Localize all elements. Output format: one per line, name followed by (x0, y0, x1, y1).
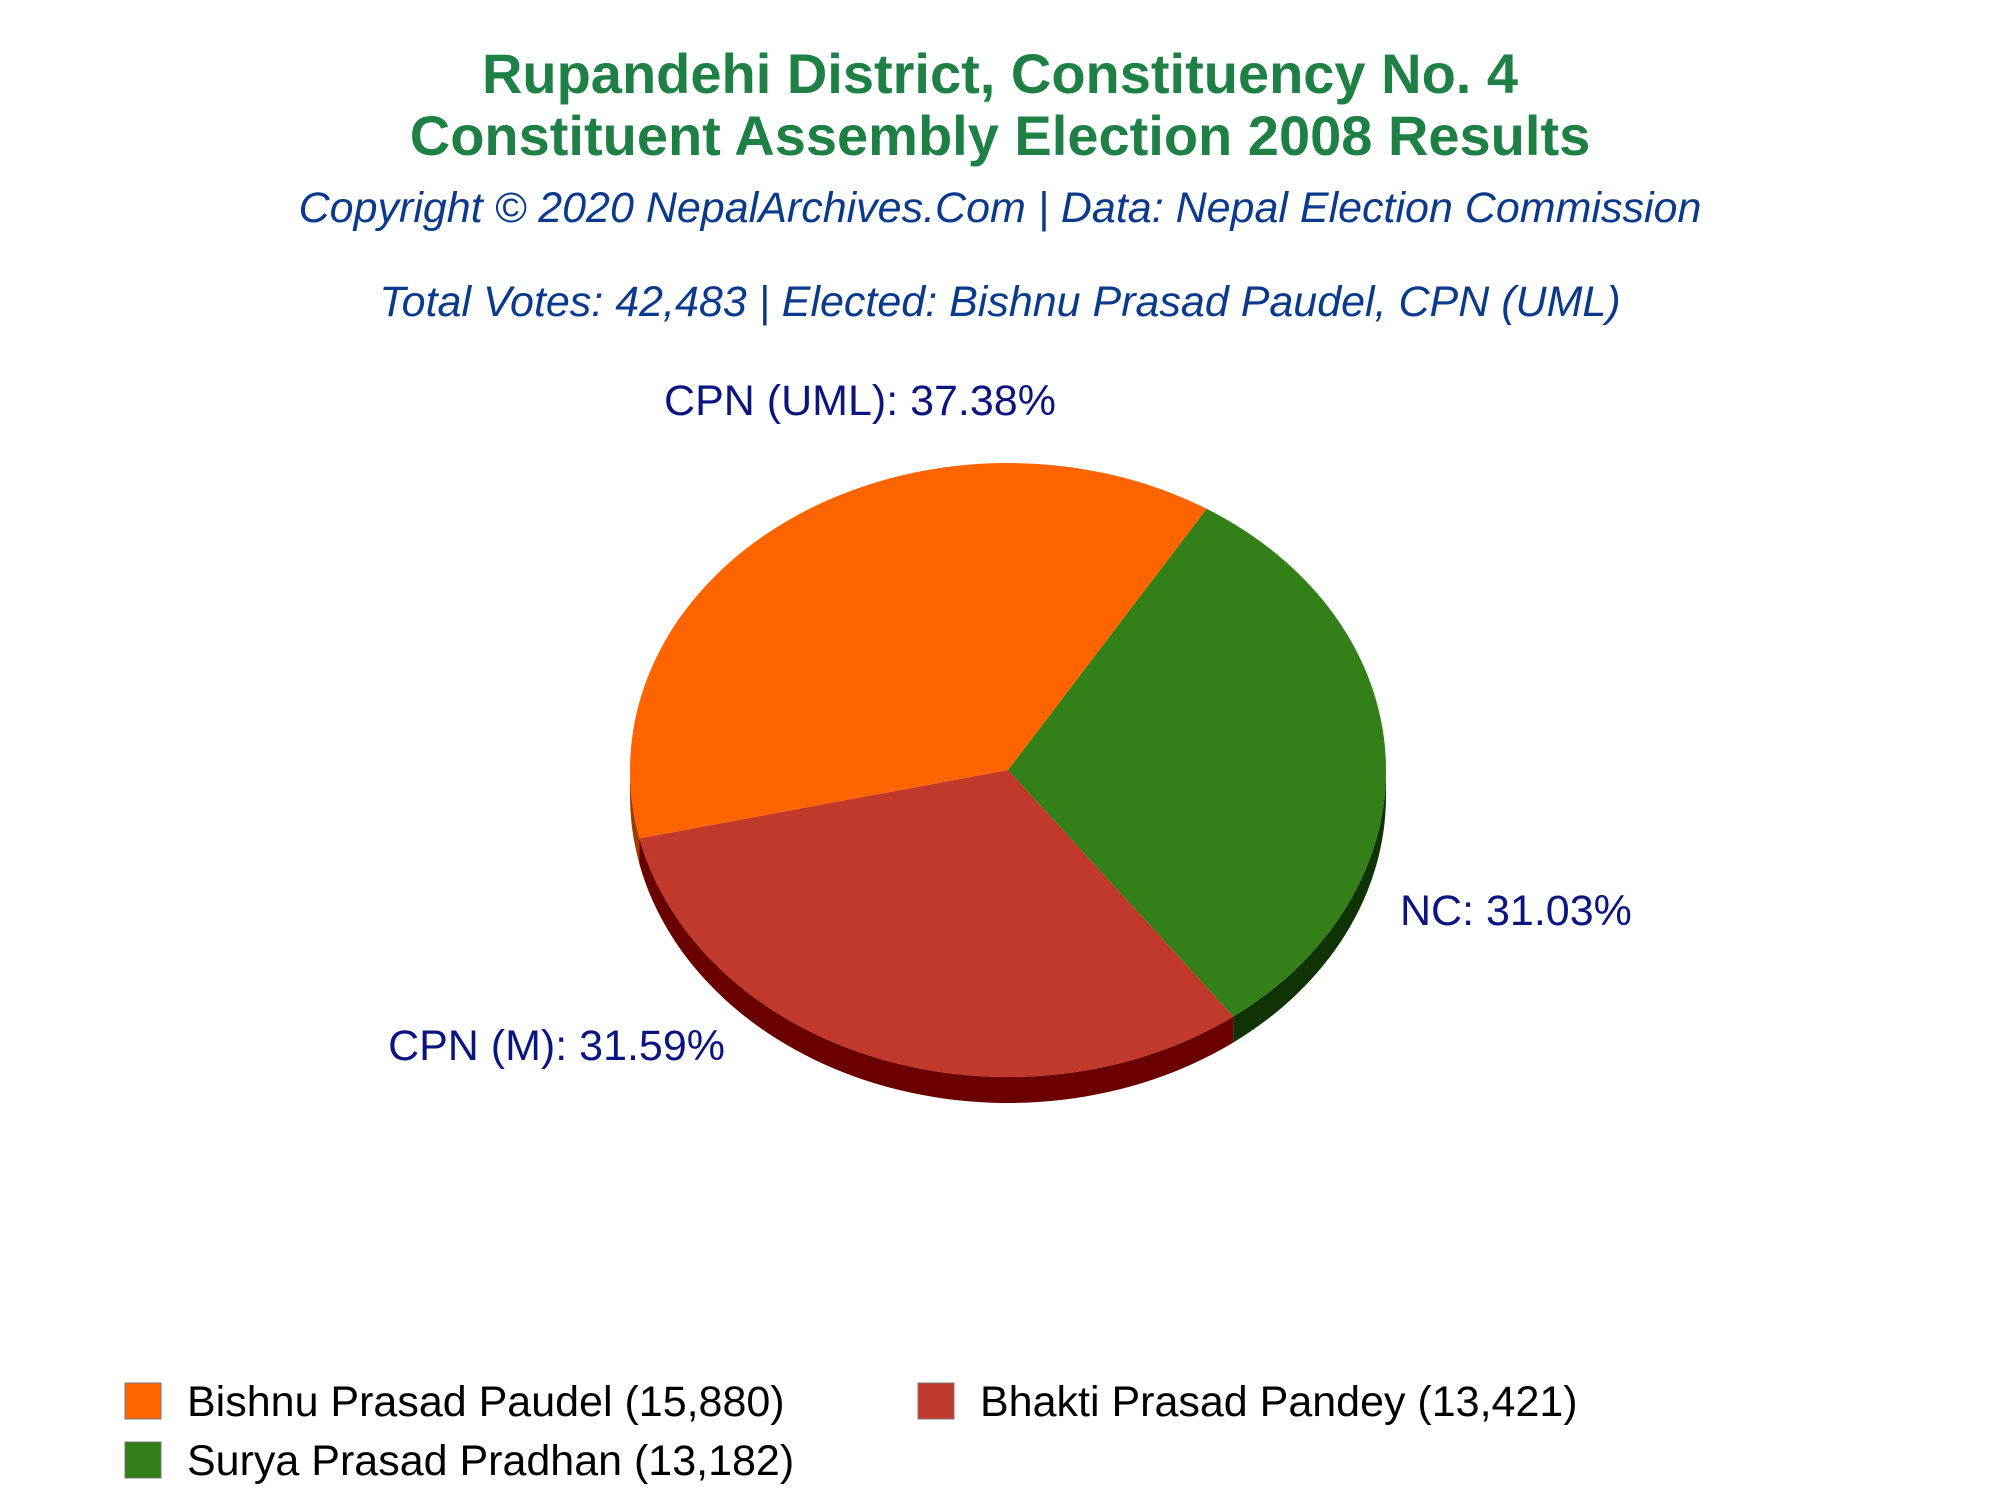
pie-side-cpn-uml (630, 770, 640, 865)
legend-swatch-bhakti-prasad-pandey (917, 1382, 955, 1420)
slice-label-cpn-m: CPN (M): 31.59% (388, 1022, 725, 1070)
chart-info: Total Votes: 42,483 | Elected: Bishnu Pr… (379, 278, 1620, 326)
legend-label-bhakti-prasad-pandey: Bhakti Prasad Pandey (13,421) (980, 1378, 1578, 1426)
pie-sides (630, 770, 1386, 1103)
legend-swatch-surya-prasad-pradhan (124, 1441, 162, 1479)
chart-title-line-1: Rupandehi District, Constituency No. 4 (482, 42, 1518, 105)
slice-label-nc: NC: 31.03% (1400, 887, 1632, 935)
legend: Bishnu Prasad Paudel (15,880) Bhakti Pra… (124, 1378, 1578, 1485)
pie-slice-cpn-m (639, 770, 1234, 1077)
pie-side-nc (1233, 770, 1386, 1043)
legend-label-bishnu-prasad-paudel: Bishnu Prasad Paudel (15,880) (187, 1378, 785, 1426)
chart-subtitle: Copyright © 2020 NepalArchives.Com | Dat… (299, 184, 1702, 232)
slice-label-cpn-uml: CPN (UML): 37.38% (664, 377, 1056, 425)
pie-slice-cpn-uml (630, 463, 1207, 839)
legend-label-surya-prasad-pradhan: Surya Prasad Pradhan (13,182) (187, 1437, 794, 1485)
pie-slices (630, 463, 1386, 1077)
legend-swatch-bishnu-prasad-paudel (124, 1382, 162, 1420)
pie-side-cpn-m (639, 838, 1234, 1103)
chart-title-line-2: Constituent Assembly Election 2008 Resul… (410, 104, 1590, 167)
pie-slice-nc (1008, 508, 1386, 1017)
